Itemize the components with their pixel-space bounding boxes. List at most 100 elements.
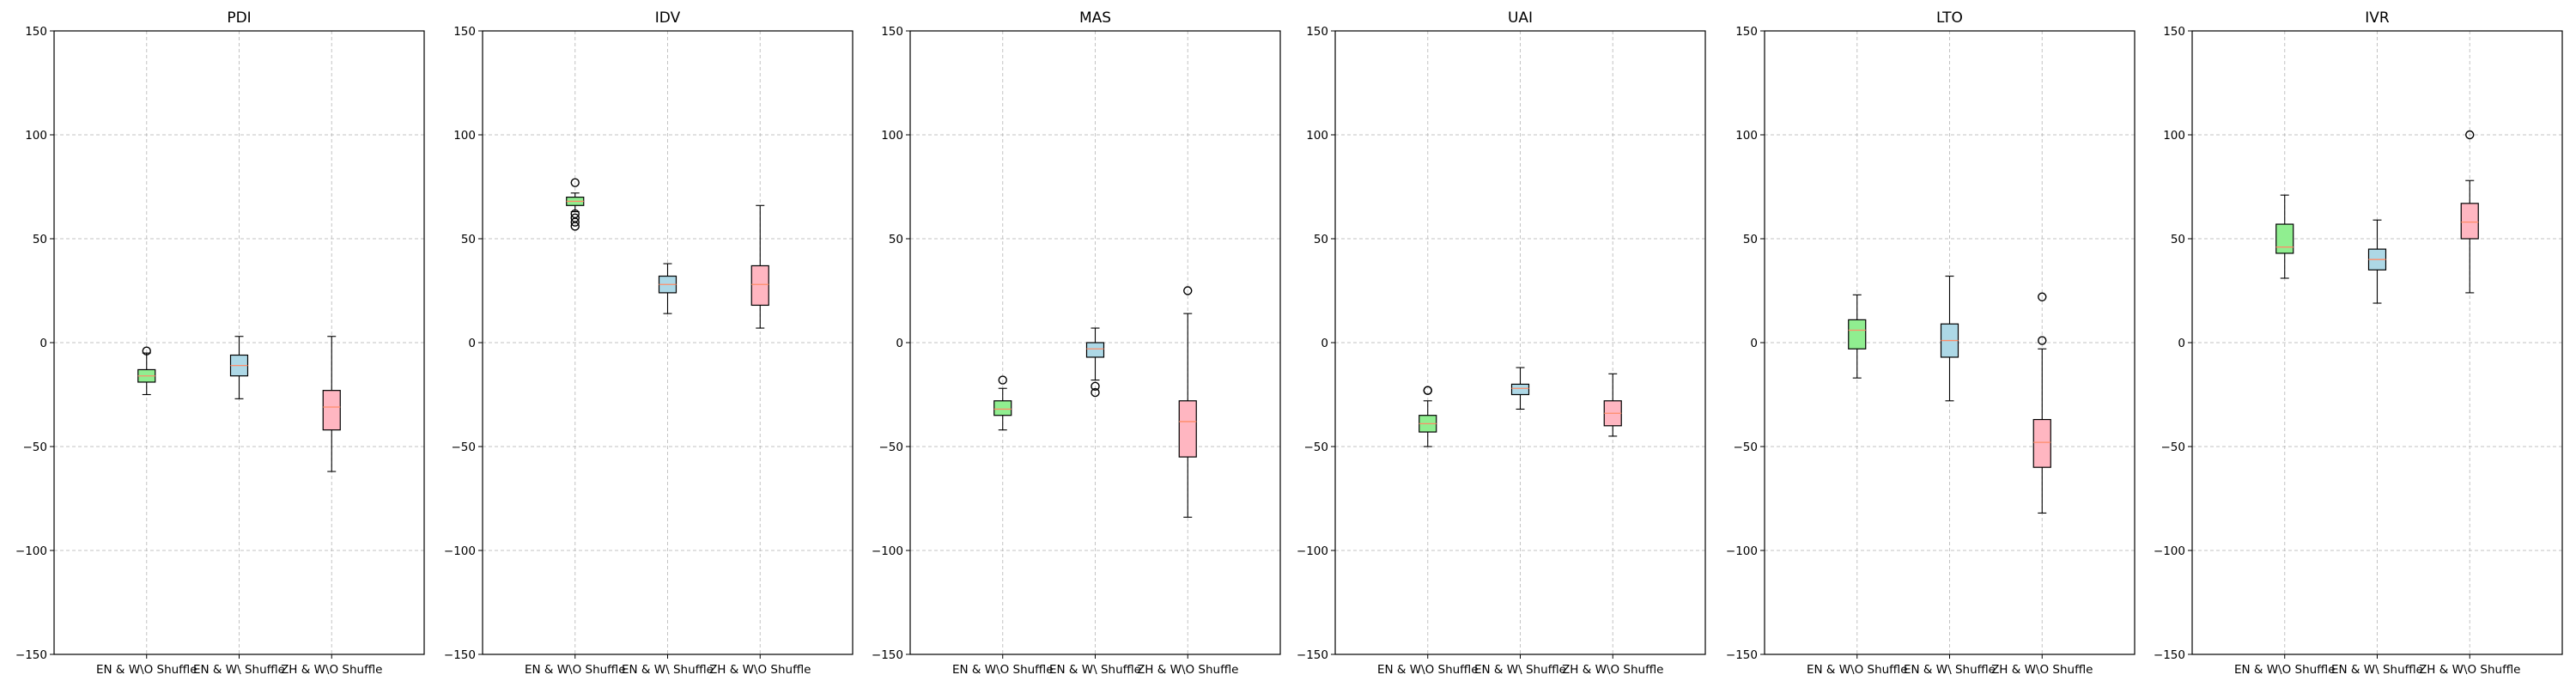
box-2 [1085, 327, 1105, 398]
y-tick-label: −150 [15, 648, 47, 662]
y-tick-label: 0 [1321, 337, 1328, 350]
y-tick-label: 0 [468, 337, 476, 350]
y-tick-label: 150 [25, 25, 47, 39]
box-1 [1848, 294, 1867, 379]
x-tick-label: ZH & W\O Shuffle [1562, 663, 1663, 677]
subplot-title: PDI [227, 9, 251, 27]
y-tick-label: −50 [1734, 441, 1759, 454]
axes-frame [53, 30, 425, 655]
x-tick-label: EN & W\ Shuffle [2331, 663, 2423, 677]
x-tick-label: ZH & W\O Shuffle [1137, 663, 1238, 677]
box-3 [1603, 373, 1622, 437]
y-tick-label: 150 [2163, 25, 2185, 39]
y-tick-label: 50 [1314, 233, 1328, 246]
y-tick-label: −50 [1304, 441, 1329, 454]
y-tick-label: 0 [896, 337, 903, 350]
y-tick-label: −100 [2154, 544, 2185, 558]
y-tick-label: 100 [2163, 129, 2185, 143]
y-tick-label: 100 [453, 129, 476, 143]
box-3 [2032, 292, 2051, 514]
y-tick-label: −100 [1297, 544, 1328, 558]
y-tick-label: 0 [39, 337, 47, 350]
box-body [1510, 383, 1530, 396]
y-tick-label: −50 [452, 441, 477, 454]
y-tick-label: 50 [1743, 233, 1758, 246]
box-2 [658, 263, 677, 314]
y-tick-label: −100 [872, 544, 903, 558]
x-tick-label: EN & W\O Shuffle [525, 663, 626, 677]
y-tick-label: 50 [461, 233, 476, 246]
y-tick-label: −100 [15, 544, 47, 558]
outlier-point [2465, 130, 2475, 140]
y-tick-label: −150 [2154, 648, 2185, 662]
box-2 [229, 336, 249, 399]
y-tick-label: −150 [1726, 648, 1758, 662]
y-tick-label: −100 [1726, 544, 1758, 558]
y-tick-label: 50 [889, 233, 903, 246]
x-tick-label: EN & W\ Shuffle [193, 663, 285, 677]
box-3 [322, 336, 341, 472]
y-tick-label: 100 [1306, 129, 1328, 143]
box-3 [1178, 286, 1197, 518]
y-tick-label: 100 [1735, 129, 1758, 143]
box-2 [1940, 276, 1959, 402]
y-tick-label: 0 [1750, 337, 1758, 350]
outlier-point [570, 222, 580, 231]
y-tick-label: 50 [2171, 233, 2185, 246]
x-tick-label: EN & W\ Shuffle [1474, 663, 1566, 677]
y-tick-label: 150 [453, 25, 476, 39]
box-body [750, 264, 769, 307]
x-tick-label: EN & W\ Shuffle [622, 663, 714, 677]
outlier-point [2038, 336, 2047, 345]
x-tick-label: EN & W\ Shuffle [1049, 663, 1141, 677]
x-tick-label: ZH & W\O Shuffle [2419, 663, 2520, 677]
y-tick-label: −150 [872, 648, 903, 662]
y-tick-label: −50 [23, 441, 48, 454]
x-tick-label: EN & W\O Shuffle [952, 663, 1054, 677]
box-body [1178, 400, 1197, 458]
box-body [2460, 203, 2479, 240]
x-tick-label: EN & W\O Shuffle [2234, 663, 2336, 677]
axes-frame [1764, 30, 2136, 655]
box-3 [2460, 130, 2479, 294]
subplot-title: UAI [1508, 9, 1533, 27]
box-2 [1510, 367, 1530, 410]
x-tick-label: ZH & W\O Shuffle [281, 663, 382, 677]
y-tick-label: 100 [25, 129, 47, 143]
subplot-title: LTO [1936, 9, 1963, 27]
box-body [1085, 342, 1105, 358]
box-1 [1419, 386, 1437, 447]
x-tick-label: EN & W\ Shuffle [1904, 663, 1996, 677]
outlier-point [570, 178, 580, 187]
y-tick-label: 150 [1306, 25, 1328, 39]
outlier-point [998, 375, 1007, 385]
y-tick-label: −50 [879, 441, 904, 454]
x-tick-label: ZH & W\O Shuffle [1991, 663, 2093, 677]
x-tick-label: EN & W\O Shuffle [96, 663, 197, 677]
outlier-point [1091, 381, 1100, 392]
box-body [322, 390, 341, 431]
y-tick-label: −100 [444, 544, 476, 558]
y-tick-label: −150 [1297, 648, 1328, 662]
outlier-point [570, 217, 580, 227]
box-body [2275, 223, 2294, 254]
outlier-point [2038, 292, 2047, 301]
subplot-title: MAS [1079, 9, 1111, 27]
outlier-point [142, 346, 151, 356]
axes-frame [482, 30, 854, 655]
outlier-point [1091, 387, 1100, 398]
x-tick-label: ZH & W\O Shuffle [709, 663, 811, 677]
outlier-point [1183, 286, 1193, 295]
box-body [2032, 418, 2051, 468]
subplot-title: IVR [2365, 9, 2390, 27]
box-1 [566, 178, 585, 231]
box-3 [750, 204, 769, 329]
y-tick-label: 50 [33, 233, 47, 246]
y-tick-label: 0 [2178, 337, 2185, 350]
